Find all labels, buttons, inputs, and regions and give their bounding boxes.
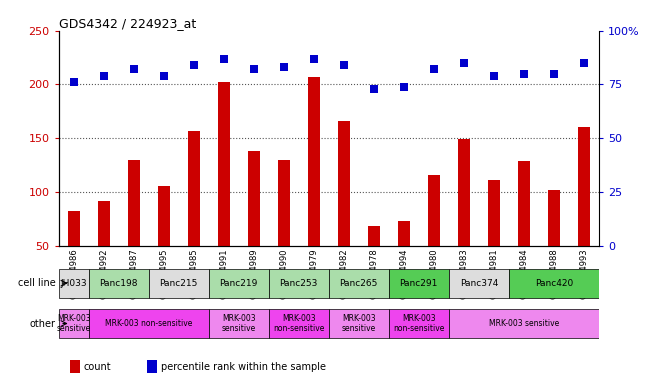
Text: Panc215: Panc215: [159, 279, 198, 288]
Point: [98, 73, 109, 79]
Text: Panc265: Panc265: [340, 279, 378, 288]
Text: MRK-003
non-sensitive: MRK-003 non-sensitive: [393, 314, 445, 333]
Text: Panc253: Panc253: [279, 279, 318, 288]
FancyBboxPatch shape: [329, 268, 389, 298]
FancyBboxPatch shape: [209, 268, 269, 298]
Text: Panc420: Panc420: [534, 279, 573, 288]
Text: percentile rank within the sample: percentile rank within the sample: [161, 362, 326, 372]
Text: MRK-003
sensitive: MRK-003 sensitive: [221, 314, 256, 333]
Text: Panc374: Panc374: [460, 279, 498, 288]
FancyBboxPatch shape: [269, 309, 329, 338]
Point: [519, 71, 529, 77]
Text: MRK-003
non-sensitive: MRK-003 non-sensitive: [273, 314, 324, 333]
Point: [189, 62, 199, 68]
Point: [489, 73, 499, 79]
Bar: [158, 185, 170, 246]
FancyBboxPatch shape: [89, 268, 148, 298]
Bar: [128, 160, 139, 246]
Bar: [578, 127, 590, 246]
Bar: [68, 211, 79, 246]
FancyBboxPatch shape: [389, 268, 449, 298]
Point: [219, 56, 229, 62]
Bar: [308, 77, 320, 246]
Text: GDS4342 / 224923_at: GDS4342 / 224923_at: [59, 17, 196, 30]
Point: [249, 66, 259, 73]
Text: Panc198: Panc198: [100, 279, 138, 288]
Point: [128, 66, 139, 73]
Point: [68, 79, 79, 85]
Bar: [147, 360, 157, 373]
Bar: [187, 131, 200, 246]
Text: MRK-003
sensitive: MRK-003 sensitive: [57, 314, 90, 333]
Point: [428, 66, 439, 73]
Bar: [548, 190, 560, 246]
Bar: [247, 151, 260, 246]
Text: Panc291: Panc291: [400, 279, 438, 288]
FancyBboxPatch shape: [449, 268, 509, 298]
Point: [158, 73, 169, 79]
FancyBboxPatch shape: [89, 309, 209, 338]
FancyBboxPatch shape: [59, 268, 89, 298]
Point: [398, 84, 409, 90]
Bar: [458, 139, 470, 246]
Bar: [338, 121, 350, 246]
Point: [279, 64, 289, 70]
Bar: [398, 221, 410, 246]
Text: MRK-003 non-sensitive: MRK-003 non-sensitive: [105, 319, 192, 328]
FancyBboxPatch shape: [59, 309, 89, 338]
Point: [549, 71, 559, 77]
Text: cell line: cell line: [18, 278, 55, 288]
Point: [309, 56, 319, 62]
FancyBboxPatch shape: [329, 309, 389, 338]
FancyBboxPatch shape: [449, 309, 599, 338]
Text: MRK-003
sensitive: MRK-003 sensitive: [342, 314, 376, 333]
FancyBboxPatch shape: [209, 309, 269, 338]
FancyBboxPatch shape: [389, 309, 449, 338]
Point: [339, 62, 349, 68]
Text: other: other: [29, 318, 55, 329]
Bar: [428, 175, 440, 246]
Bar: [217, 82, 230, 246]
Bar: [278, 160, 290, 246]
Text: Panc219: Panc219: [219, 279, 258, 288]
Text: MRK-003 sensitive: MRK-003 sensitive: [489, 319, 559, 328]
Point: [458, 60, 469, 66]
FancyBboxPatch shape: [269, 268, 329, 298]
Point: [368, 86, 379, 92]
FancyBboxPatch shape: [148, 268, 209, 298]
Bar: [70, 360, 79, 373]
Bar: [518, 161, 530, 246]
Point: [579, 60, 589, 66]
Text: count: count: [83, 362, 111, 372]
Bar: [368, 227, 380, 246]
FancyBboxPatch shape: [509, 268, 599, 298]
Bar: [98, 200, 109, 246]
Bar: [488, 180, 500, 246]
Text: JH033: JH033: [61, 279, 87, 288]
